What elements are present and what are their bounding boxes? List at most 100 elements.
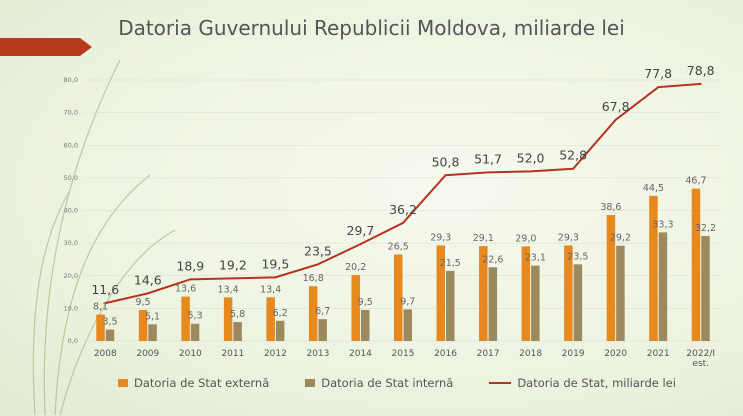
bar-externa — [436, 245, 446, 341]
data-label-externa: 13,6 — [175, 284, 196, 295]
data-label-total: 52,0 — [517, 150, 545, 165]
point-total — [104, 302, 107, 305]
x-tick-label-line: 2018 — [519, 349, 542, 359]
data-labels: 8,1 3,5 9,5 5,1 13,6 5,3 13,4 5,8 13,4 6,2 16,8 6,7… — [93, 176, 716, 328]
bar-externa — [181, 296, 190, 341]
data-label-externa: 38,6 — [600, 202, 621, 213]
bar-externa — [138, 310, 148, 341]
y-tick-label: 50,0 — [64, 174, 78, 182]
y-tick-label: 30,0 — [64, 239, 78, 247]
point-total — [231, 277, 234, 280]
data-label-total: 23,5 — [304, 243, 332, 258]
legend-label-total: Datoria de Stat, miliarde lei — [517, 376, 676, 390]
bar-externa — [96, 314, 105, 341]
data-label-total: 52,8 — [559, 148, 587, 163]
data-label-interna: 6,7 — [315, 306, 330, 317]
x-tick-label-line: 2019 — [562, 349, 585, 359]
legend-item-interna: Datoria de Stat internă — [305, 376, 453, 390]
x-tick-label-line: 2015 — [392, 349, 415, 359]
data-label-externa: 29,1 — [473, 233, 494, 244]
data-label-total: 29,7 — [347, 223, 375, 238]
data-label-interna: 23,1 — [525, 253, 546, 264]
data-label-externa: 29,0 — [515, 233, 536, 244]
x-tick-label: 2020 — [604, 349, 627, 359]
legend-swatch-externa — [118, 379, 128, 387]
data-label-interna: 5,1 — [145, 311, 160, 322]
x-tick-label: 2009 — [136, 349, 159, 359]
bar-externa — [649, 195, 658, 341]
data-label-total: 36,2 — [389, 202, 417, 217]
bar-externa — [266, 297, 275, 341]
bar-interna — [275, 320, 285, 341]
data-label-interna: 5,8 — [230, 309, 245, 320]
data-label-total: 19,5 — [261, 256, 289, 271]
x-tick-label-line: 2022/I — [686, 349, 715, 359]
data-label-interna: 9,5 — [358, 297, 373, 308]
data-label-externa: 29,3 — [430, 232, 451, 243]
bar-externa — [394, 254, 403, 341]
y-tick-label: 40,0 — [64, 207, 78, 215]
legend-label-externa: Datoria de Stat externă — [134, 376, 270, 390]
bar-externa — [308, 286, 318, 341]
data-label-total: 67,8 — [602, 99, 630, 114]
data-label-total: 50,8 — [432, 154, 460, 169]
data-label-total: 14,6 — [134, 272, 162, 287]
point-total — [316, 263, 319, 266]
point-total — [402, 221, 404, 224]
point-total — [359, 243, 362, 246]
x-tick-label-line: 2017 — [477, 349, 500, 359]
bar-externa — [351, 275, 360, 341]
data-label-total: 11,6 — [91, 282, 119, 297]
y-axis: 0,0 10,0 20,0 30,0 40,0 50,0 60,0 70,0 80,0 — [64, 76, 78, 345]
x-tick-label-line: 2016 — [434, 349, 457, 359]
data-label-externa: 20,2 — [345, 262, 366, 273]
data-label-interna: 29,2 — [610, 233, 631, 244]
legend-item-total: Datoria de Stat, miliarde lei — [489, 376, 676, 390]
x-tick-label: 2013 — [306, 349, 329, 359]
data-label-interna: 6,2 — [273, 308, 288, 319]
bar-interna — [616, 245, 625, 341]
bar-externa — [479, 246, 488, 341]
data-label-total: 51,7 — [474, 151, 502, 166]
bar-interna — [701, 235, 710, 341]
data-label-externa: 13,4 — [260, 284, 281, 295]
x-tick-label-line: 2013 — [306, 349, 329, 359]
x-tick-label-line: 2012 — [264, 349, 287, 359]
chart-title: Datoria Guvernului Republicii Moldova, m… — [118, 16, 625, 40]
legend-label-interna: Datoria de Stat internă — [321, 376, 454, 390]
point-total — [487, 171, 490, 174]
point-total — [614, 118, 617, 121]
bar-externa — [564, 245, 573, 341]
x-tick-label: 2010 — [179, 349, 202, 359]
data-label-total: 19,2 — [219, 257, 247, 272]
data-label-interna: 32,2 — [695, 223, 716, 234]
point-total — [699, 82, 702, 85]
data-label-total: 78,8 — [687, 63, 715, 78]
bars — [96, 188, 710, 341]
x-tick-label: 2021 — [647, 349, 670, 359]
x-tick-label: 2008 — [94, 349, 117, 359]
gridlines — [84, 79, 722, 342]
x-tick-label: 2016 — [434, 349, 457, 359]
data-label-interna: 3,5 — [102, 317, 117, 328]
x-tick-label: 2012 — [264, 349, 287, 359]
data-label-externa: 44,5 — [643, 183, 664, 194]
bar-interna — [148, 324, 157, 341]
y-tick-label: 60,0 — [64, 141, 78, 149]
y-tick-label: 20,0 — [64, 272, 78, 280]
bar-interna — [658, 232, 668, 341]
bar-interna — [403, 309, 412, 341]
point-total — [529, 170, 532, 173]
point-total — [146, 292, 149, 295]
data-label-externa: 9,5 — [135, 297, 150, 308]
x-axis: 2008 2009 2010 2011 2012 2013 2014 2015 2016 2017… — [94, 349, 715, 369]
bar-interna — [105, 329, 115, 341]
point-total — [189, 278, 192, 281]
bar-externa — [521, 246, 531, 341]
data-label-interna: 21,5 — [440, 258, 461, 269]
data-label-externa: 46,7 — [685, 176, 706, 187]
data-label-interna: 23,5 — [567, 251, 588, 262]
x-tick-label-line: est. — [692, 359, 709, 369]
data-label-total: 18,9 — [176, 258, 204, 273]
